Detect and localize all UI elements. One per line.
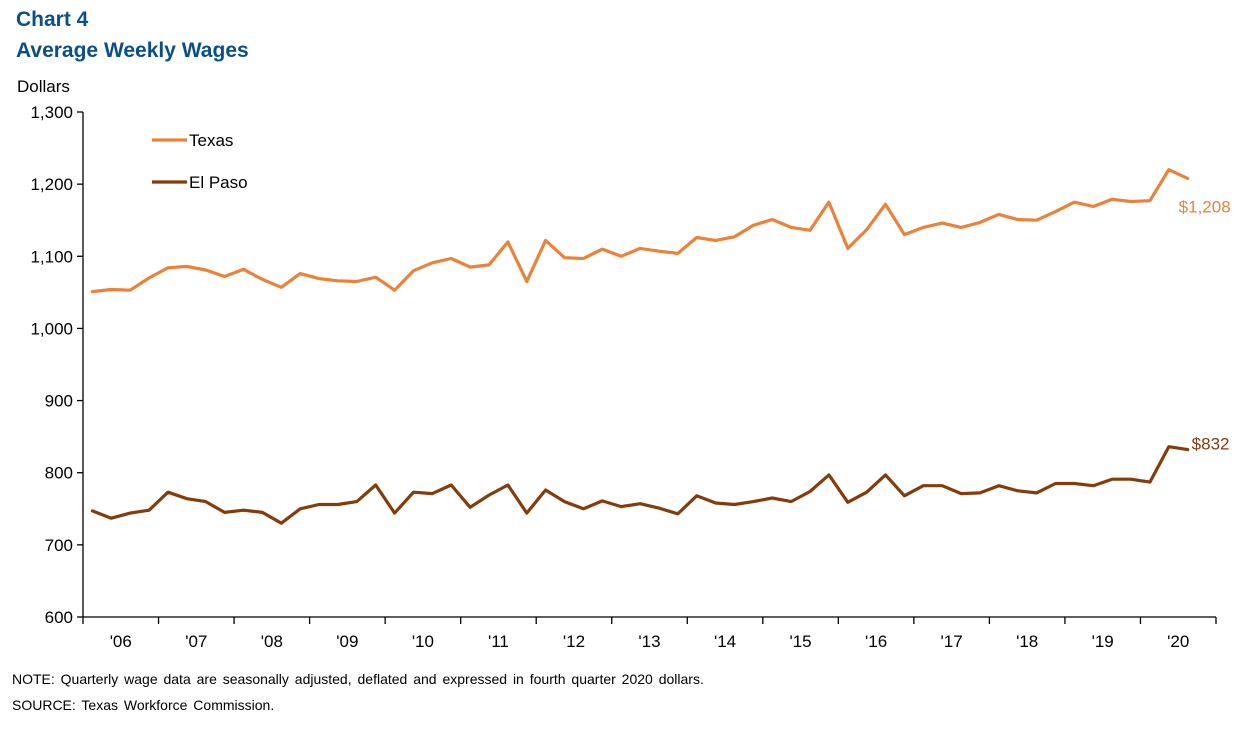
x-tick-label: '10 <box>412 632 434 651</box>
y-axis: 600 700 800 900 1,000 1,100 1,200 1,300 <box>30 103 84 627</box>
x-tick-label: '09 <box>336 632 358 651</box>
footnote-source: SOURCE: Texas Workforce Commission. <box>12 697 275 713</box>
y-tick-label: 1,300 <box>30 103 73 122</box>
y-tick-label: 1,200 <box>30 175 73 194</box>
y-tick-label: 700 <box>45 536 73 555</box>
el-paso-end-label: $832 <box>1192 435 1230 454</box>
x-tick-label: '18 <box>1016 632 1038 651</box>
y-tick-label: 900 <box>45 392 73 411</box>
y-tick-label: 1,000 <box>30 319 73 338</box>
y-tick-label: 600 <box>45 608 73 627</box>
footnote-note: NOTE: Quarterly wage data are seasonally… <box>12 671 704 687</box>
legend-label-el-paso: El Paso <box>189 173 248 192</box>
x-tick-label: '19 <box>1092 632 1114 651</box>
x-tick-label: '17 <box>941 632 963 651</box>
x-tick-label: '13 <box>638 632 660 651</box>
x-axis: '06 '07 '08 '09 '10 '11 '12 '13 '14 '15 '16 '17 '18 '… <box>82 616 1217 651</box>
legend-label-texas: Texas <box>189 131 233 150</box>
chart-title: Average Weekly Wages <box>16 39 249 62</box>
el-paso-line <box>90 445 1190 525</box>
y-tick-label: 800 <box>45 464 73 483</box>
x-tick-label: '06 <box>110 632 132 651</box>
chart-label: Chart 4 <box>16 8 89 31</box>
series-layer: $1,208 $832 <box>90 168 1231 525</box>
x-tick-label: '12 <box>563 632 585 651</box>
legend: Texas El Paso <box>152 131 248 192</box>
y-axis-title: Dollars <box>17 77 70 96</box>
x-tick-label: '20 <box>1167 632 1189 651</box>
texas-end-label: $1,208 <box>1179 197 1231 216</box>
x-tick-label: '08 <box>261 632 283 651</box>
x-tick-label: '15 <box>789 632 811 651</box>
x-tick-label: '16 <box>865 632 887 651</box>
x-tick-label: '07 <box>185 632 207 651</box>
x-tick-label: '11 <box>488 632 509 651</box>
y-tick-label: 1,100 <box>30 247 73 266</box>
x-tick-label: '14 <box>714 632 736 651</box>
texas-line <box>90 168 1190 294</box>
